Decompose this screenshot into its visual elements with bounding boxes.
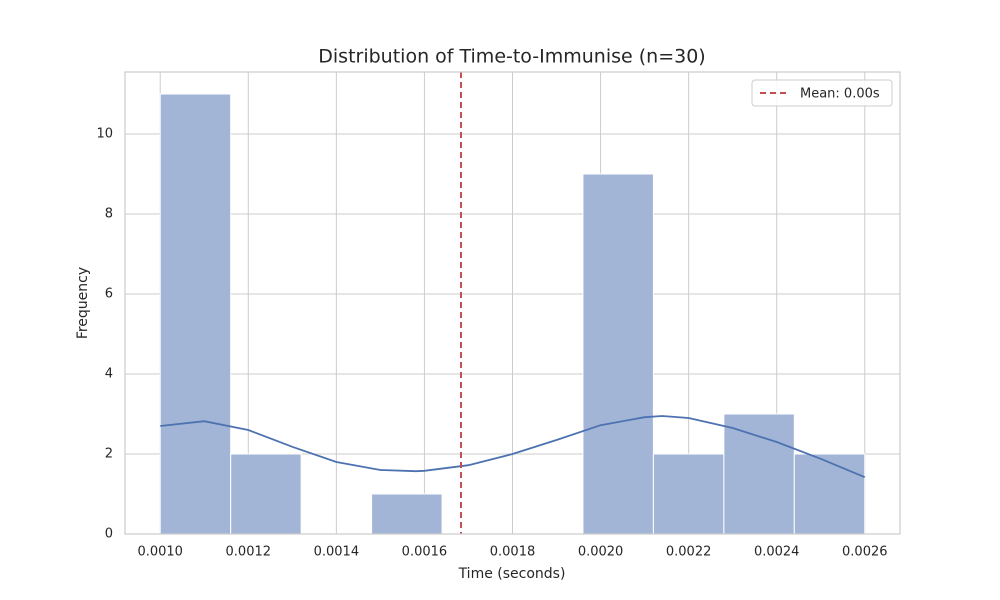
bar	[230, 453, 302, 535]
x-tick-label: 0.0022	[666, 545, 712, 560]
x-tick-label: 0.0010	[137, 545, 183, 560]
x-tick-label: 0.0026	[842, 545, 888, 560]
bar	[793, 453, 866, 535]
x-tick-label: 0.0012	[226, 545, 272, 560]
bar	[723, 413, 795, 535]
y-tick-label: 2	[105, 447, 113, 462]
x-tick-label: 0.0018	[490, 545, 536, 560]
y-tick-label: 0	[105, 527, 113, 542]
x-tick-label: 0.0014	[314, 545, 360, 560]
x-tick-label: 0.0016	[402, 545, 448, 560]
kde-line	[160, 415, 866, 479]
x-tick-label: 0.0024	[754, 545, 800, 560]
y-axis-label: Frequency	[75, 267, 91, 339]
bar	[159, 93, 232, 535]
bar	[652, 453, 725, 535]
y-tick-label: 10	[96, 127, 113, 142]
bar	[371, 493, 443, 535]
y-tick-label: 8	[105, 207, 113, 222]
chart-title: Distribution of Time-to-Immunise (n=30)	[318, 46, 705, 68]
y-tick-label: 6	[105, 287, 113, 302]
legend-label: Mean: 0.00s	[800, 87, 880, 102]
x-axis-label: Time (seconds)	[458, 566, 566, 582]
x-tick-label: 0.0020	[578, 545, 624, 560]
y-tick-label: 4	[105, 367, 113, 382]
bar	[582, 173, 654, 535]
legend-box	[751, 79, 893, 107]
plot-frame	[124, 71, 901, 535]
